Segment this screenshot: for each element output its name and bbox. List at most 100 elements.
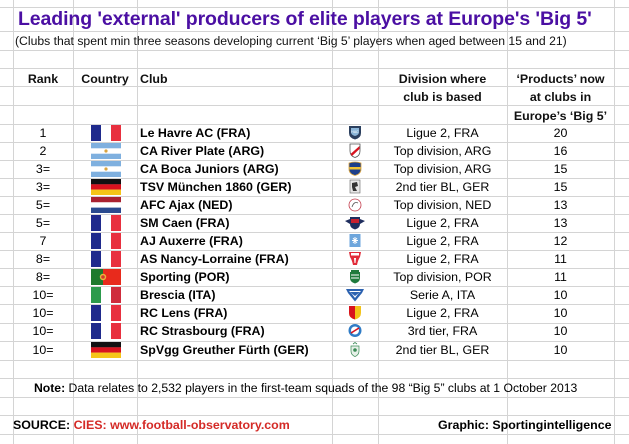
gridline: [378, 0, 379, 444]
rank-cell: 3=: [35, 180, 51, 194]
club-name: Sporting (POR): [140, 270, 230, 284]
gridline: [0, 86, 629, 87]
club-name: RC Lens (FRA): [140, 306, 228, 320]
france-flag-icon: [91, 233, 121, 249]
page-title: Leading 'external' producers of elite pl…: [18, 8, 592, 30]
gridline: [0, 196, 629, 197]
rank-cell: 10=: [32, 306, 54, 320]
gridline: [0, 286, 629, 287]
gridline: [73, 0, 74, 444]
greuther-furth-crest-icon: [350, 342, 360, 357]
products-cell: 15: [553, 162, 568, 176]
club-name: Le Havre AC (FRA): [140, 126, 251, 140]
club-name: SM Caen (FRA): [140, 216, 230, 230]
division-cell: Ligue 2, FRA: [406, 216, 479, 230]
subtitle: (Clubs that spent min three seasons deve…: [15, 34, 567, 48]
gridline: [0, 250, 629, 251]
rank-cell: 10=: [32, 343, 54, 357]
products-cell: 10: [553, 324, 568, 338]
gridline: [0, 415, 629, 416]
products-cell: 10: [553, 306, 568, 320]
france-flag-icon: [91, 251, 121, 267]
header-rank: Rank: [27, 72, 59, 86]
header-division-line1: Division where: [398, 72, 487, 86]
graphic-credit: Graphic: Sportingintelligence: [438, 418, 612, 432]
strasbourg-crest-icon: [348, 324, 362, 337]
products-cell: 15: [553, 180, 568, 194]
lens-crest-icon: [349, 306, 361, 320]
club-name: AJ Auxerre (FRA): [140, 234, 243, 248]
gridline: [0, 304, 629, 305]
note-text: Data relates to 2,532 players in the fir…: [65, 381, 578, 395]
gridline: [0, 160, 629, 161]
gridline: [0, 268, 629, 269]
products-cell: 16: [553, 144, 568, 158]
division-cell: Top division, ARG: [393, 162, 492, 176]
source-credit: SOURCE: CIES: www.football-observatory.c…: [13, 418, 290, 432]
gridline: [0, 178, 629, 179]
gridline: [507, 0, 508, 444]
header-country: Country: [81, 72, 129, 86]
gridline: [137, 0, 138, 444]
gridline: [0, 50, 629, 51]
portugal-flag-icon: [91, 269, 121, 285]
gridline: [0, 214, 629, 215]
products-cell: 10: [553, 343, 568, 357]
auxerre-crest-icon: [349, 234, 361, 247]
club-name: TSV München 1860 (GER): [140, 180, 292, 194]
products-cell: 10: [553, 288, 568, 302]
division-cell: Ligue 2, FRA: [406, 126, 479, 140]
rank-cell: 1: [39, 126, 47, 140]
products-cell: 20: [553, 126, 568, 140]
rank-cell: 10=: [32, 288, 54, 302]
tsv-1860-crest-icon: [349, 179, 361, 194]
rank-cell: 5=: [35, 216, 51, 230]
source-label: SOURCE:: [13, 418, 74, 432]
france-flag-icon: [91, 305, 121, 321]
club-name: Brescia (ITA): [140, 288, 216, 302]
rank-cell: 10=: [32, 324, 54, 338]
rank-cell: 7: [39, 234, 47, 248]
brescia-crest-icon: [346, 289, 364, 302]
products-cell: 13: [553, 216, 568, 230]
division-cell: Top division, ARG: [393, 144, 492, 158]
division-cell: 2nd tier BL, GER: [395, 180, 490, 194]
gridline: [13, 0, 14, 444]
le-havre-crest-icon: HAC: [349, 126, 361, 140]
rank-cell: 8=: [35, 270, 51, 284]
division-cell: Ligue 2, FRA: [406, 252, 479, 266]
gridline: [0, 434, 629, 435]
club-name: RC Strasbourg (FRA): [140, 324, 265, 338]
gridline: [0, 341, 629, 342]
header-products-line1: ‘Products’ now: [516, 72, 605, 86]
division-cell: 3rd tier, FRA: [407, 324, 478, 338]
france-flag-icon: [91, 125, 121, 141]
header-division-line2: club is based: [403, 90, 482, 104]
club-name: CA River Plate (ARG): [140, 144, 265, 158]
caen-crest-icon: [345, 217, 365, 230]
boca-juniors-crest-icon: [348, 161, 362, 176]
france-flag-icon: [91, 215, 121, 231]
gridline: [332, 0, 333, 444]
division-cell: Ligue 2, FRA: [406, 306, 479, 320]
gridline: [0, 397, 629, 398]
gridline: [0, 124, 629, 125]
products-cell: 11: [554, 252, 567, 266]
germany-flag-icon: [91, 342, 121, 358]
products-cell: 13: [553, 198, 568, 212]
rank-cell: 2: [39, 144, 47, 158]
header-products-line2: at clubs in: [529, 90, 592, 104]
gridline: [0, 142, 629, 143]
division-cell: Top division, NED: [393, 198, 492, 212]
division-cell: 2nd tier BL, GER: [395, 343, 490, 357]
header-products-line3: Europe’s ‘Big 5’: [513, 109, 608, 123]
argentina-flag-icon: [91, 143, 121, 159]
rank-cell: 3=: [35, 162, 51, 176]
argentina-flag-icon: [91, 161, 121, 177]
gridline: [0, 68, 629, 69]
club-name: CA Boca Juniors (ARG): [140, 162, 279, 176]
gridline: [0, 378, 629, 379]
germany-flag-icon: [91, 179, 121, 195]
source-link[interactable]: CIES: www.football-observatory.com: [73, 418, 290, 432]
river-plate-crest-icon: [349, 143, 361, 158]
